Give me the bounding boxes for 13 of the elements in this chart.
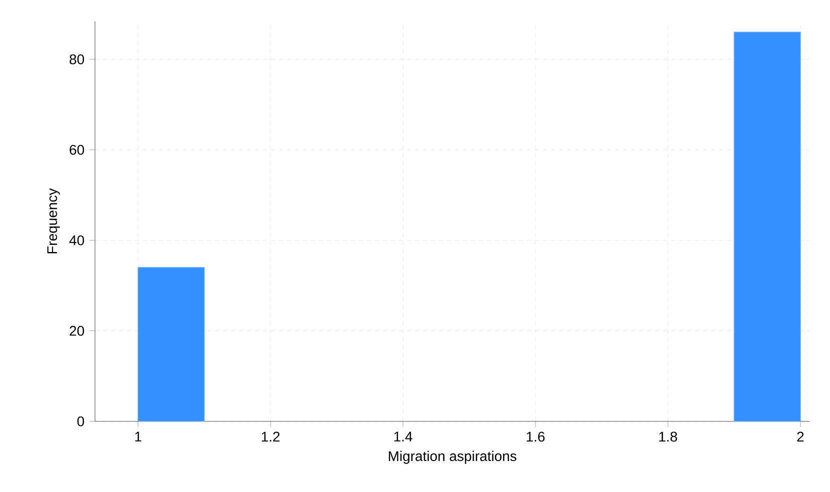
y-tick-label: 0 — [77, 416, 84, 426]
x-tick-label: 1.4 — [394, 432, 412, 442]
y-tick-label: 20 — [70, 326, 84, 336]
y-tick-label: 40 — [69, 235, 84, 246]
x-tick-label: 1.2 — [262, 432, 280, 442]
y-axis-title: Frequency — [47, 188, 60, 254]
x-tick-label: 2 — [797, 432, 804, 442]
y-tick-label: 80 — [70, 54, 84, 64]
x-tick-label: 1 — [135, 432, 142, 442]
y-tick-label: 60 — [70, 144, 84, 155]
x-tick-label: 1.8 — [659, 432, 678, 442]
x-axis-title: Migration aspirations — [388, 450, 516, 464]
x-tick-label: 1.6 — [526, 432, 545, 442]
